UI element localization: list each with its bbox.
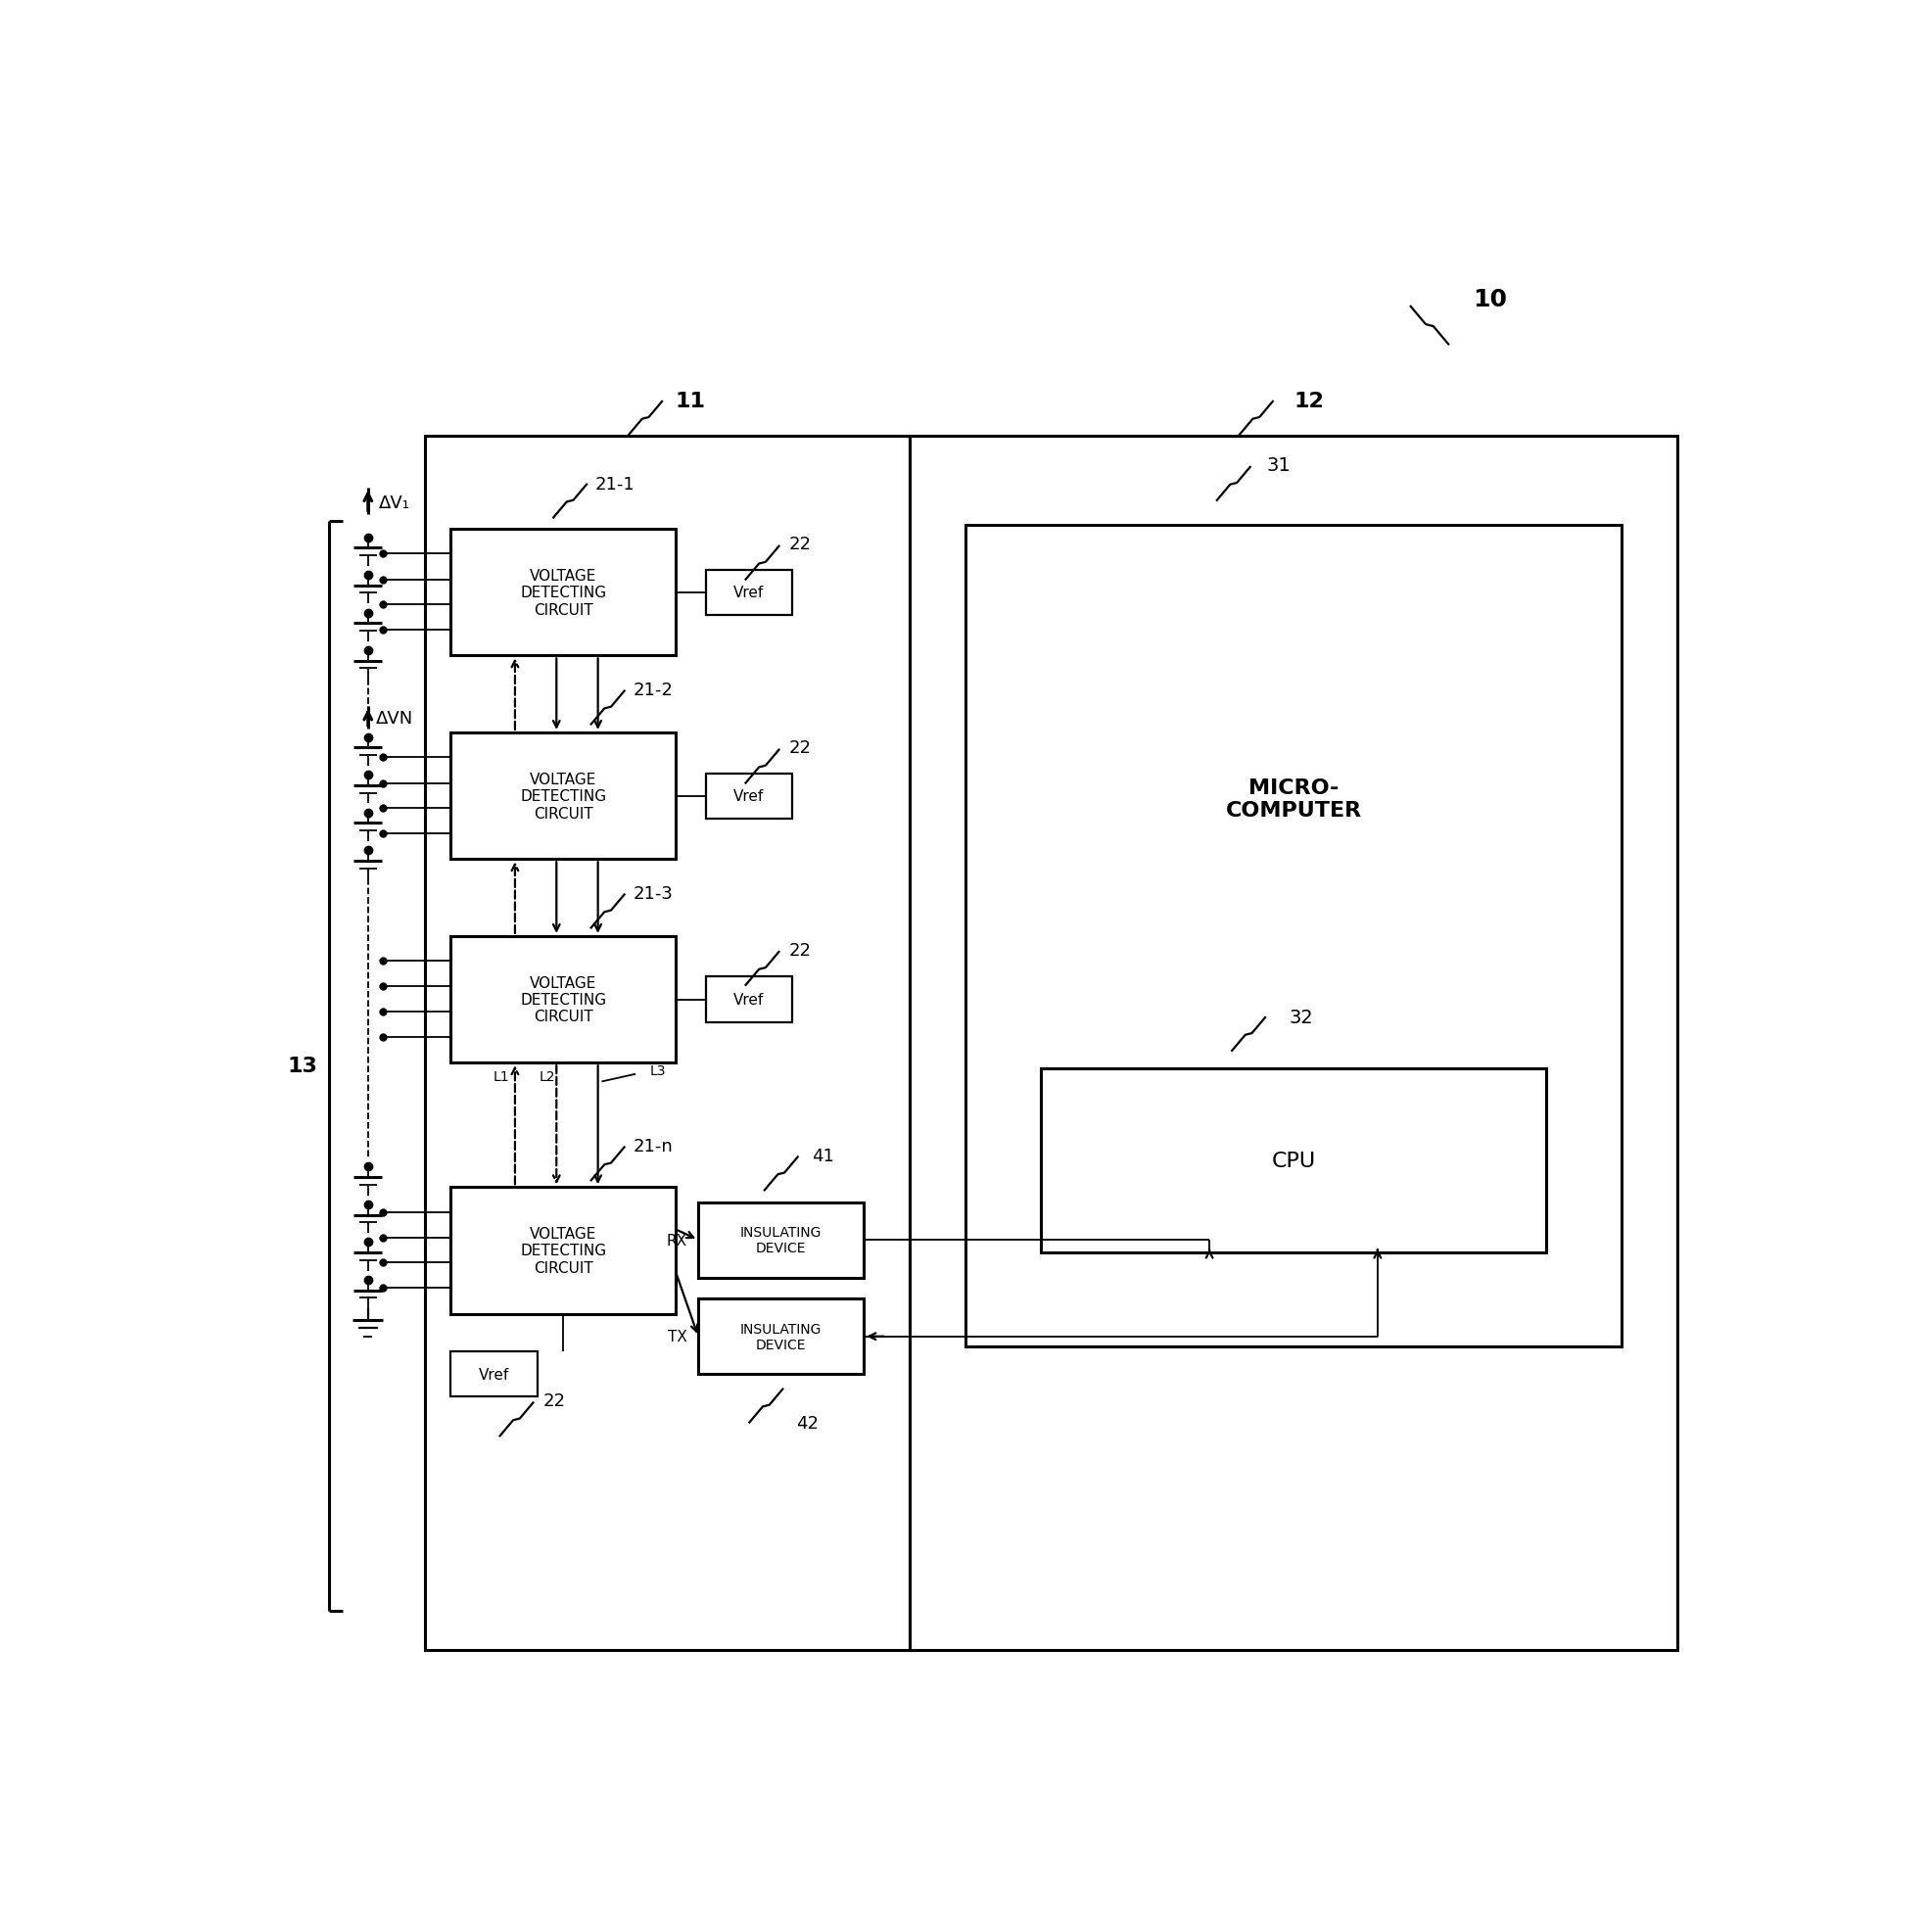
- Text: 22: 22: [544, 1391, 565, 1410]
- Text: 21-3: 21-3: [632, 885, 673, 902]
- Text: VOLTAGE
DETECTING
CIRCUIT: VOLTAGE DETECTING CIRCUIT: [521, 1227, 607, 1275]
- Bar: [706, 570, 792, 616]
- Text: VOLTAGE
DETECTING
CIRCUIT: VOLTAGE DETECTING CIRCUIT: [521, 773, 607, 821]
- Text: 31: 31: [1267, 456, 1292, 475]
- Bar: [910, 437, 1677, 1650]
- Bar: [451, 1188, 675, 1314]
- Text: 11: 11: [675, 392, 706, 412]
- Text: 42: 42: [796, 1414, 819, 1432]
- Text: 22: 22: [789, 740, 812, 757]
- Bar: [966, 526, 1621, 1347]
- Bar: [451, 529, 675, 657]
- Bar: [1041, 1068, 1546, 1254]
- Text: 13: 13: [287, 1057, 318, 1076]
- Text: ΔVN: ΔVN: [376, 709, 413, 726]
- Text: 32: 32: [1290, 1009, 1313, 1026]
- Bar: [698, 1298, 864, 1374]
- Bar: [698, 1202, 864, 1277]
- Text: ΔV₁: ΔV₁: [378, 495, 411, 512]
- Text: L2: L2: [538, 1070, 555, 1084]
- Bar: [424, 437, 910, 1650]
- Text: Vref: Vref: [733, 788, 763, 804]
- Text: INSULATING
DEVICE: INSULATING DEVICE: [740, 1225, 821, 1256]
- Text: Vref: Vref: [733, 993, 763, 1007]
- Text: MICRO-
COMPUTER: MICRO- COMPUTER: [1226, 779, 1361, 821]
- Text: 10: 10: [1473, 288, 1508, 311]
- Text: 41: 41: [812, 1148, 833, 1165]
- Text: L1: L1: [494, 1070, 509, 1084]
- Text: 22: 22: [789, 535, 812, 553]
- Text: 22: 22: [789, 941, 812, 958]
- Text: 21-n: 21-n: [632, 1138, 673, 1155]
- Bar: [451, 1352, 538, 1397]
- Text: L3: L3: [650, 1065, 667, 1078]
- Text: VOLTAGE
DETECTING
CIRCUIT: VOLTAGE DETECTING CIRCUIT: [521, 568, 607, 616]
- Text: INSULATING
DEVICE: INSULATING DEVICE: [740, 1321, 821, 1350]
- Text: 12: 12: [1294, 392, 1325, 412]
- Bar: [706, 978, 792, 1022]
- Text: VOLTAGE
DETECTING
CIRCUIT: VOLTAGE DETECTING CIRCUIT: [521, 976, 607, 1024]
- Text: 21-2: 21-2: [632, 682, 673, 699]
- Text: 21-1: 21-1: [596, 475, 634, 493]
- Text: TX: TX: [667, 1329, 686, 1345]
- Text: RX: RX: [667, 1233, 686, 1248]
- Bar: [706, 773, 792, 819]
- Bar: [451, 732, 675, 860]
- Text: Vref: Vref: [478, 1368, 509, 1381]
- Bar: [451, 937, 675, 1063]
- Text: CPU: CPU: [1272, 1151, 1317, 1171]
- Text: Vref: Vref: [733, 585, 763, 601]
